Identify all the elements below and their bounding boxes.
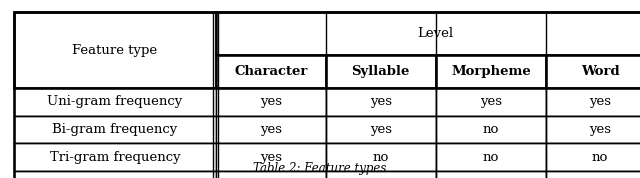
Bar (326, 55, 436, 88)
Bar (546, 55, 640, 88)
Bar (216, 116, 326, 143)
Bar (546, 116, 640, 143)
Bar (546, 88, 640, 116)
Bar (436, 171, 546, 178)
Bar (546, 171, 640, 178)
Bar (326, 143, 436, 171)
Bar (216, 12, 640, 55)
Text: yes: yes (260, 123, 282, 136)
Bar (436, 116, 546, 143)
Bar (326, 116, 436, 143)
Text: Feature type: Feature type (72, 44, 157, 57)
Text: yes: yes (589, 123, 611, 136)
Bar (436, 88, 546, 116)
Text: Syllable: Syllable (351, 65, 410, 78)
Bar (326, 171, 436, 178)
Text: no: no (483, 123, 499, 136)
Text: no: no (592, 151, 608, 164)
Bar (216, 55, 326, 88)
Text: yes: yes (589, 95, 611, 108)
Text: Uni-gram frequency: Uni-gram frequency (47, 95, 182, 108)
Text: yes: yes (260, 151, 282, 164)
Text: yes: yes (370, 123, 392, 136)
Bar (436, 143, 546, 171)
Bar (14, 116, 216, 143)
Text: no: no (483, 151, 499, 164)
Text: yes: yes (260, 95, 282, 108)
Bar (14, 171, 216, 178)
Bar (14, 12, 216, 88)
Text: Bi-gram frequency: Bi-gram frequency (52, 123, 177, 136)
Bar (216, 143, 326, 171)
Bar (326, 88, 436, 116)
Text: yes: yes (370, 95, 392, 108)
Text: Morpheme: Morpheme (451, 65, 531, 78)
Bar (14, 143, 216, 171)
Bar (14, 88, 216, 116)
Text: Level: Level (417, 27, 453, 40)
Bar (216, 88, 326, 116)
Text: Character: Character (234, 65, 307, 78)
Text: no: no (372, 151, 389, 164)
Text: Word: Word (580, 65, 620, 78)
Text: Table 2: Feature types: Table 2: Feature types (253, 162, 387, 175)
Bar (216, 171, 326, 178)
Text: Tri-gram frequency: Tri-gram frequency (49, 151, 180, 164)
Text: yes: yes (480, 95, 502, 108)
Bar (436, 55, 546, 88)
Bar (546, 143, 640, 171)
